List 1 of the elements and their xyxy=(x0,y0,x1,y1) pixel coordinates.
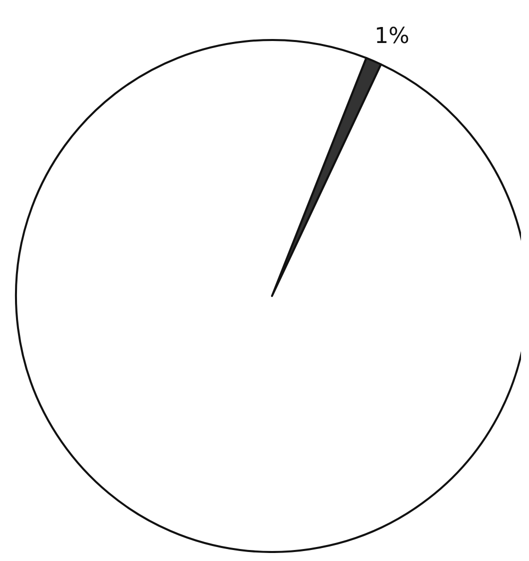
data-label: 1% xyxy=(374,24,410,50)
